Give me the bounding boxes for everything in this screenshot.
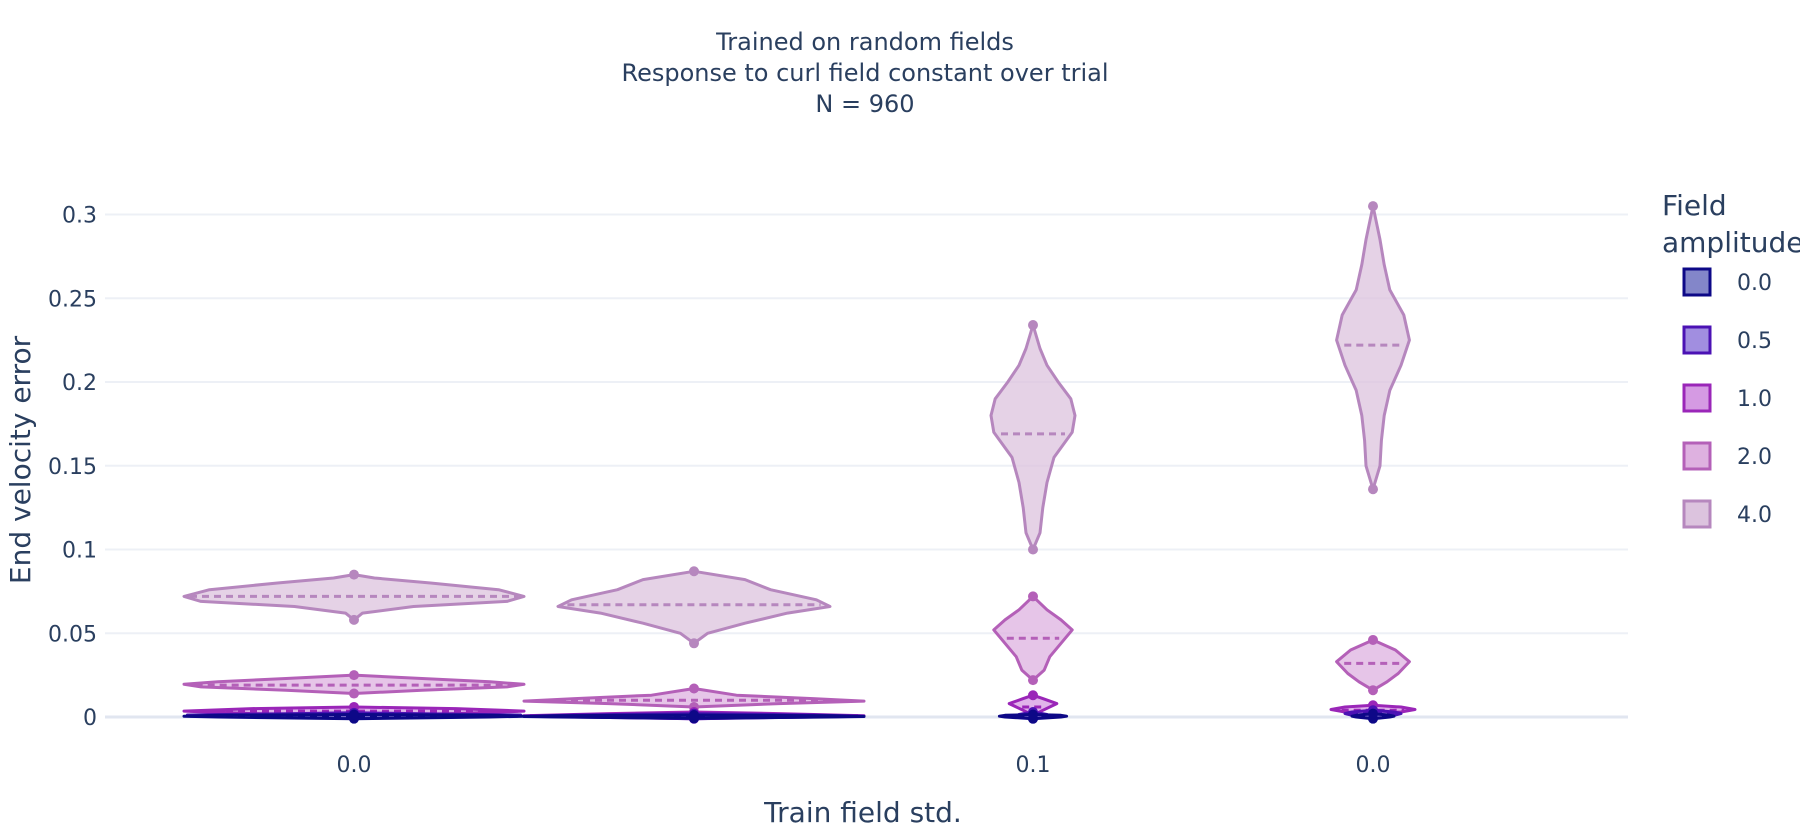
x-tick-labels: 0.0 0.1 0.0: [337, 753, 1391, 778]
legend-swatch: [1682, 267, 1712, 297]
y-tick-labels: 0 0.05 0.1 0.15 0.2 0.25 0.3: [48, 204, 97, 732]
violin-min-dot: [1028, 675, 1038, 686]
violin-body: [182, 573, 526, 622]
violin-g4-amp-0-0: [1350, 708, 1396, 724]
violin-min-dot: [349, 688, 359, 699]
x-tick-label-1: 0.0: [337, 753, 372, 778]
legend-items: 0.0 0.5 1.0 2.0 4.0: [1682, 267, 1772, 529]
violin-min-dot: [349, 614, 359, 625]
y-tick-label-6: 0.3: [62, 204, 97, 229]
violin-min-dot: [1368, 685, 1378, 696]
violin-max-dot: [349, 569, 359, 580]
violin-g4-amp-2-0: [1335, 634, 1411, 696]
violin-g1-amp-4-0: [182, 569, 526, 625]
y-tick-label-4: 0.2: [62, 371, 97, 396]
violin-max-dot: [1028, 320, 1038, 331]
violin-g1-amp-0-0: [182, 709, 526, 724]
legend-item-0-0[interactable]: 0.0: [1682, 267, 1772, 297]
violin-body: [989, 323, 1077, 551]
x-axis-title: Train field std.: [763, 796, 962, 829]
violin-max-dot: [1368, 634, 1378, 645]
legend-swatch: [1682, 325, 1712, 355]
violin-g2-amp-2-0: [522, 683, 866, 712]
violin-max-dot: [1368, 708, 1378, 719]
legend-title-line-2: amplitude: [1662, 226, 1800, 259]
y-tick-label-5: 0.25: [48, 287, 97, 312]
legend-item-2-0[interactable]: 2.0: [1682, 441, 1772, 471]
violin-body: [1335, 638, 1411, 692]
violin-max-dot: [689, 683, 699, 694]
violin-max-dot: [689, 709, 699, 720]
chart-title-line-3: N = 960: [815, 90, 914, 118]
chart-title-line-2: Response to curl field constant over tri…: [621, 59, 1108, 87]
violin-g1-amp-2-0: [182, 670, 526, 699]
violin-g3-amp-4-0: [989, 320, 1077, 555]
violin-max-dot: [1028, 591, 1038, 602]
legend-label: 0.5: [1737, 329, 1772, 354]
violin-g2-amp-0-0: [522, 709, 866, 724]
violin-g3-amp-0-0: [997, 709, 1069, 724]
x-tick-label-2: 0.1: [1016, 753, 1051, 778]
y-tick-label-0: 0: [83, 706, 97, 731]
violin-min-dot: [689, 638, 699, 649]
legend: Field amplitude 0.0 0.5 1.0 2.0 4.0: [1662, 189, 1800, 529]
violin-body: [1335, 204, 1411, 491]
legend-swatch: [1682, 499, 1712, 529]
legend-title-line-1: Field: [1662, 189, 1727, 222]
violin-min-dot: [1368, 484, 1378, 495]
gridlines: [105, 213, 1628, 719]
legend-label: 1.0: [1737, 387, 1772, 412]
violin-g2-amp-4-0: [556, 566, 832, 649]
y-tick-label-2: 0.1: [62, 539, 97, 564]
legend-item-4-0[interactable]: 4.0: [1682, 499, 1772, 529]
violin-layer: [182, 201, 1417, 724]
y-tick-label-3: 0.15: [48, 455, 97, 480]
chart-title: Trained on random fields Response to cur…: [621, 28, 1108, 118]
legend-swatch: [1682, 441, 1712, 471]
violin-g4-amp-4-0: [1335, 201, 1411, 495]
violin-max-dot: [1028, 709, 1038, 720]
y-axis-title: End velocity error: [4, 335, 37, 584]
legend-label: 2.0: [1737, 445, 1772, 470]
chart-title-line-1: Trained on random fields: [715, 28, 1014, 56]
violin-max-dot: [1028, 690, 1038, 701]
violin-max-dot: [349, 670, 359, 681]
violin-g3-amp-1-0: [1007, 690, 1059, 721]
legend-swatch: [1682, 383, 1712, 413]
violin-max-dot: [1368, 201, 1378, 212]
violin-min-dot: [1028, 544, 1038, 555]
legend-item-1-0[interactable]: 1.0: [1682, 383, 1772, 413]
legend-item-0-5[interactable]: 0.5: [1682, 325, 1772, 355]
violin-max-dot: [349, 709, 359, 720]
violin-max-dot: [689, 566, 699, 577]
violin-g3-amp-2-0: [992, 591, 1074, 686]
x-tick-label-3: 0.0: [1356, 753, 1391, 778]
legend-label: 0.0: [1737, 271, 1772, 296]
legend-label: 4.0: [1737, 503, 1772, 528]
y-tick-label-1: 0.05: [48, 622, 97, 647]
